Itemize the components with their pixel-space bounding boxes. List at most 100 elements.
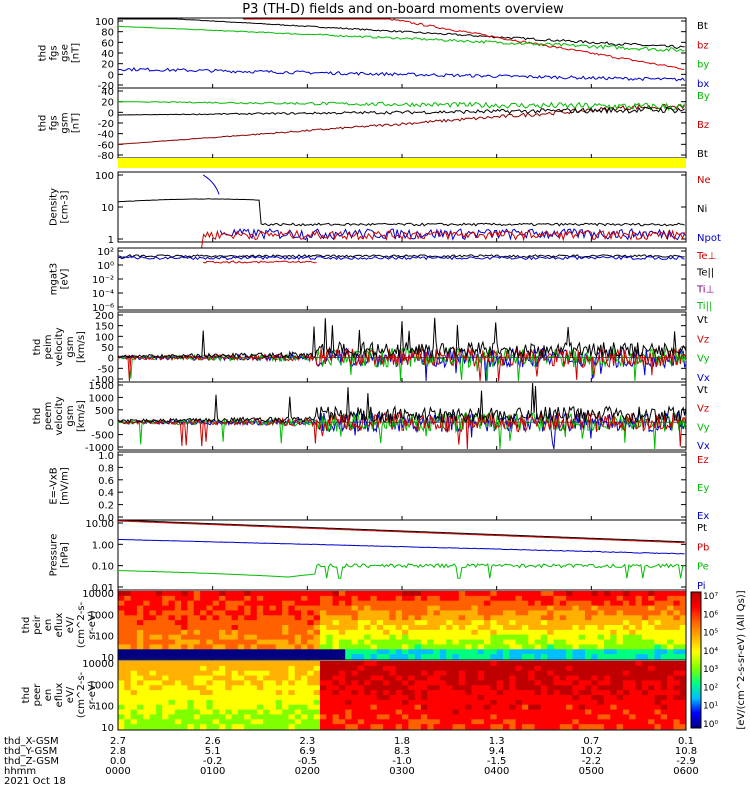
spectrogram-cell [193,714,201,720]
spectrogram-cell [395,649,403,655]
spectrogram-cell [376,634,384,640]
spectrogram-cell [667,644,674,650]
spectrogram-cell [294,605,302,611]
spectrogram-cell [654,595,662,602]
spectrogram-cell [187,719,195,725]
spectrogram-cell [547,649,554,655]
spectrogram-cell [553,625,561,631]
legend-bx: bx [697,79,709,90]
colorbar-tick: 10⁷ [703,592,718,602]
spectrogram-cell [332,661,340,667]
spectrogram-cell [553,695,561,701]
spectrogram-cell [231,629,239,636]
spectrogram-cell [212,605,220,611]
spectrogram-cell [307,615,315,621]
spectrogram-cell [648,661,655,667]
spectrogram-cell [572,709,580,715]
spectrogram-cell [162,591,169,597]
ytick-label: 0.6 [98,476,114,487]
spectrogram-cell [237,654,245,660]
legend-bz: bz [697,40,709,51]
colorbar-tick: 10⁶ [703,610,718,620]
spectrogram-cell [307,690,315,696]
spectrogram-cell [654,699,662,706]
spectrogram-cell [427,634,434,640]
spectrogram-cell [338,620,346,626]
spectrogram-cell [174,675,182,681]
spectrogram-cell [168,654,176,660]
legend-ni: Ni [697,204,707,215]
spectrogram-cell [414,709,422,715]
spectrogram-cell [585,690,592,696]
spectrogram-cell [439,595,447,602]
spectrogram-cell [635,661,643,667]
spectrogram-cell [622,634,630,640]
spectrogram-cell [414,690,422,696]
spectrogram-cell [509,615,516,621]
spectrogram-cell [591,670,599,676]
spectrogram-cell [420,591,428,597]
spectrogram-cell [591,600,599,606]
spectrogram-cell [181,605,188,611]
spectrogram-cell [597,695,605,701]
spectrogram-cell [566,661,573,667]
spectrogram-cell [136,670,144,676]
spectrogram-cell [364,625,371,631]
spectrogram-cell [263,661,270,667]
spectrogram-cell [452,629,460,636]
spectrogram-cell [269,695,277,701]
spectrogram-cell [263,675,270,681]
spectrogram-cell [585,644,592,650]
spectrogram-cell [181,615,188,621]
spectrogram-cell [509,719,516,725]
spectrogram-cell [433,620,441,626]
spectrogram-cell [502,615,510,621]
spectrogram-cell [244,719,251,725]
axis-row-value: 6.9 [299,746,315,757]
spectrogram-cell [383,615,390,621]
spectrogram-cell [610,675,617,681]
spectrogram-cell [534,644,542,650]
spectrogram-cell [357,644,365,650]
spectrogram-cell [660,605,668,611]
spectrogram-cell [578,714,586,720]
spectrogram-cell [155,620,163,626]
spectrogram-cell [667,670,674,676]
spectrogram-cell [326,685,333,691]
spectrogram-cell [168,634,176,640]
spectrogram-cell [326,695,333,701]
spectrogram-cell [521,620,529,626]
spectrogram-cell [225,591,232,597]
spectrogram-cell [572,704,580,710]
spectrogram-cell [370,654,378,660]
spectrogram-cell [420,600,428,606]
spectrogram-cell [130,654,138,660]
spectrogram-cell [237,719,245,725]
spectrogram-cell [635,595,643,602]
spectrogram-cell [124,704,132,710]
spectrogram-cell [149,661,157,667]
spectrogram-cell [616,661,624,667]
spectrogram-cell [181,661,188,667]
spectrogram-cell [395,719,403,725]
spectrogram-cell [237,709,245,715]
spectrogram-cell [490,644,498,650]
spectrogram-cell [439,685,447,691]
spectrogram-cell [603,615,611,621]
spectrogram-cell [301,680,308,686]
spectrogram-cell [521,661,529,667]
spectrogram-cell [402,724,409,730]
panel-3 [118,158,686,168]
spectrogram-cell [206,595,214,602]
spectrogram-cell [528,595,535,602]
spectrogram-cell [641,675,649,681]
spectrogram-cell [212,665,220,672]
spectrogram-cell [275,591,283,597]
spectrogram-cell [395,654,403,660]
spectrogram-cell [597,724,605,730]
spectrogram-cell [641,595,649,602]
spectrogram-cell [136,644,144,650]
spectrogram-cell [629,629,636,636]
spectrogram-cell [446,595,453,602]
spectrogram-cell [534,670,542,676]
